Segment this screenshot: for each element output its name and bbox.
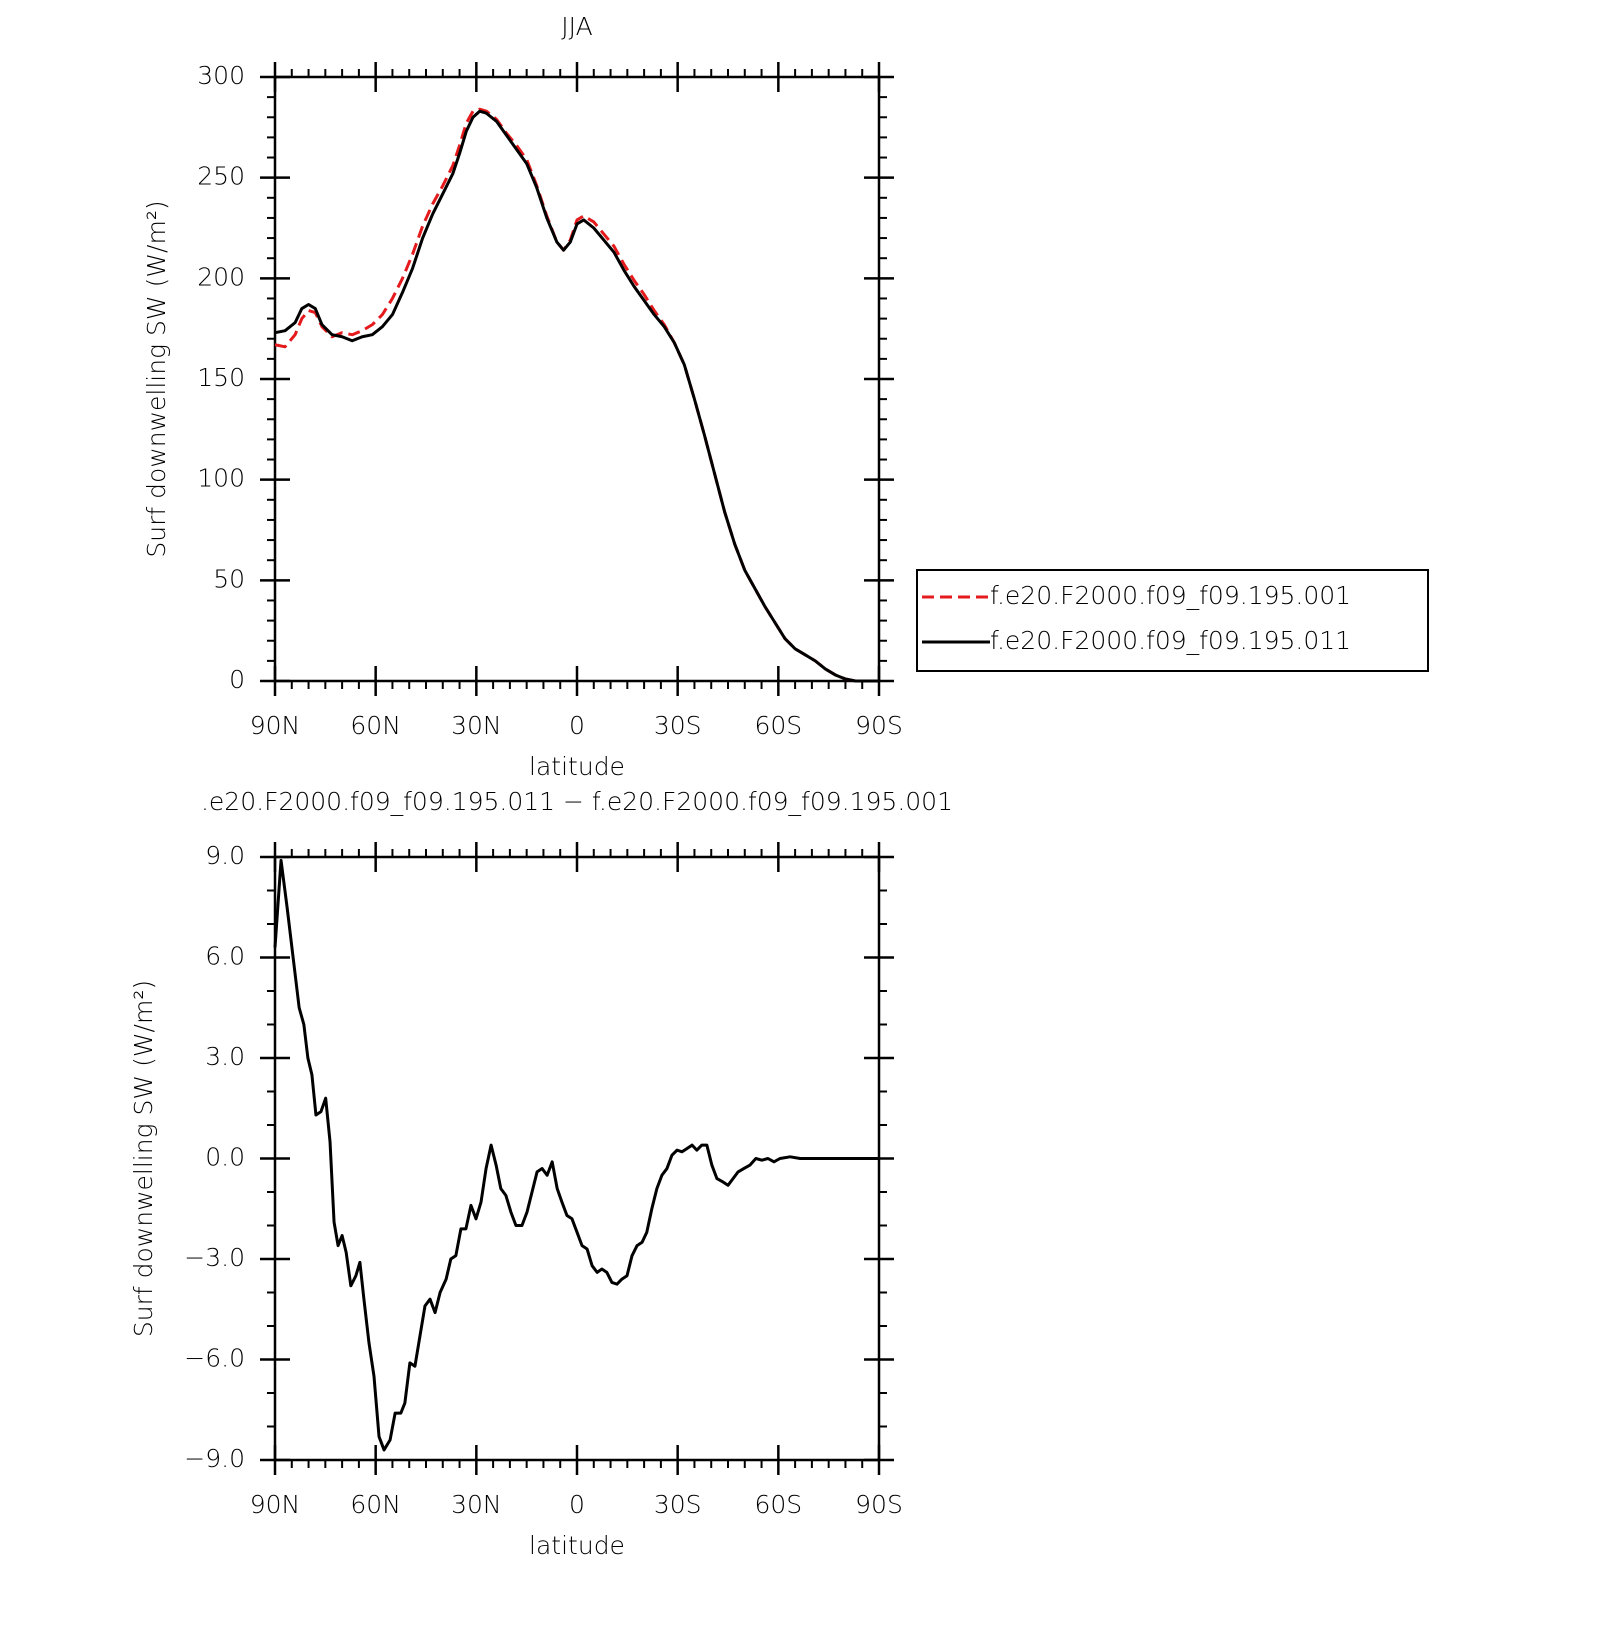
x-tick-label: 60N: [350, 711, 401, 740]
y-axis-label: Surf downwelling SW (W/m²): [129, 980, 158, 1337]
x-tick-label: 90N: [250, 1490, 301, 1519]
chart-title: .e20.F2000.f09_f09.195.011 − f.e20.F2000…: [201, 787, 953, 816]
y-tick-label: 50: [213, 564, 245, 593]
chart-title: JJA: [561, 12, 592, 41]
x-tick-label: 60S: [754, 711, 802, 740]
x-tick-label: 30N: [451, 711, 502, 740]
plot-frame: [273, 75, 881, 683]
y-tick-label: −3.0: [184, 1243, 245, 1272]
x-axis-label: latitude: [529, 1531, 625, 1560]
x-tick-label: 90N: [250, 711, 301, 740]
y-tick-label: 100: [197, 464, 245, 493]
y-tick-label: 3.0: [205, 1042, 245, 1071]
x-tick-label: 30S: [654, 711, 702, 740]
x-axis-label: latitude: [529, 752, 625, 781]
x-tick-label: 0: [569, 711, 585, 740]
y-tick-label: −6.0: [184, 1344, 245, 1373]
y-tick-label: 6.0: [205, 942, 245, 971]
y-tick-label: 250: [197, 162, 245, 191]
x-tick-label: 90S: [855, 1490, 903, 1519]
y-tick-label: 300: [197, 61, 245, 90]
x-tick-label: 60S: [754, 1490, 802, 1519]
x-tick-label: 30N: [451, 1490, 502, 1519]
x-tick-label: 0: [569, 1490, 585, 1519]
x-tick-label: 90S: [855, 711, 903, 740]
y-tick-label: 0.0: [205, 1143, 245, 1172]
legend-box: [916, 569, 1429, 672]
y-tick-label: 0: [229, 665, 245, 694]
data-line: [274, 109, 879, 683]
y-tick-label: 200: [197, 262, 245, 291]
y-axis-label: Surf downwelling SW (W/m²): [142, 200, 171, 557]
data-line: [274, 107, 879, 683]
x-tick-label: 60N: [350, 1490, 401, 1519]
y-tick-label: −9.0: [184, 1444, 245, 1473]
legend-label: f.e20.F2000.f09_f09.195.001: [990, 581, 1351, 610]
data-line: [273, 858, 879, 1452]
y-tick-label: 9.0: [205, 841, 245, 870]
y-tick-label: 150: [197, 363, 245, 392]
x-tick-label: 30S: [654, 1490, 702, 1519]
legend-label: f.e20.F2000.f09_f09.195.011: [990, 626, 1351, 655]
